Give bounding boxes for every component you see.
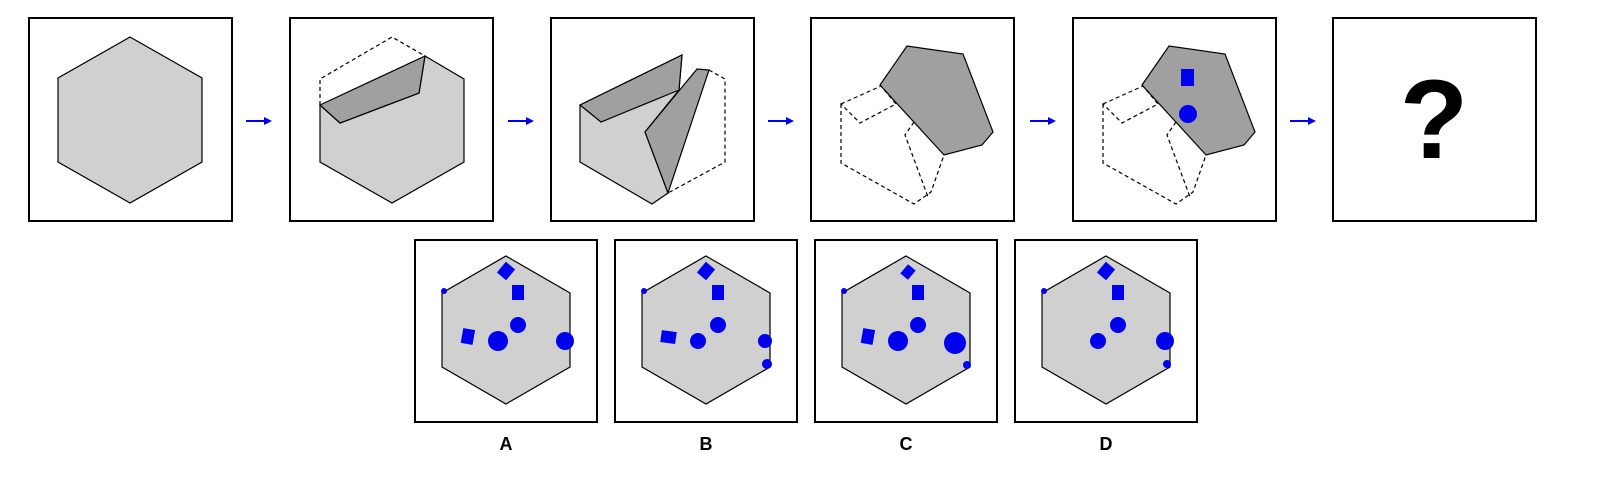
fold-flap — [318, 54, 426, 124]
circle-hole-marker — [1179, 105, 1197, 123]
panel-6-unknown: ? — [1332, 17, 1537, 222]
option-b-figure[interactable] — [614, 239, 798, 423]
dashed-folded-outline — [1101, 85, 1207, 205]
panel-4-third-fold — [810, 17, 1015, 222]
fold-flap — [1141, 45, 1256, 156]
option-d-label[interactable]: D — [1099, 434, 1113, 454]
option-b-label[interactable]: B — [699, 434, 713, 454]
hole-markers — [1041, 261, 1174, 368]
hole-markers — [641, 261, 772, 369]
panel-5-punched — [1072, 17, 1277, 222]
arrow-5 — [1290, 117, 1316, 125]
hole-markers — [441, 261, 574, 351]
panel-2-first-fold — [289, 17, 494, 222]
option-a-figure[interactable] — [414, 239, 598, 423]
arrow-3 — [768, 117, 794, 125]
question-mark: ? — [1400, 57, 1468, 182]
arrow-1 — [246, 117, 272, 125]
dashed-original-outline — [667, 69, 726, 194]
arrow-4 — [1030, 117, 1056, 125]
fold-flap — [879, 45, 994, 156]
panel-1-unfolded — [28, 17, 233, 222]
option-c-label[interactable]: C — [899, 434, 913, 454]
square-hole-marker — [1181, 69, 1194, 86]
option-c-figure[interactable] — [814, 239, 998, 423]
panel-3-second-fold — [550, 17, 755, 222]
option-a-label[interactable]: A — [499, 434, 513, 454]
hexagon-shape — [57, 36, 203, 204]
dashed-folded-outline — [839, 85, 945, 205]
hole-markers — [841, 264, 971, 369]
option-d-figure[interactable] — [1014, 239, 1198, 423]
dashed-original-outline — [319, 36, 426, 105]
arrow-2 — [508, 117, 534, 125]
